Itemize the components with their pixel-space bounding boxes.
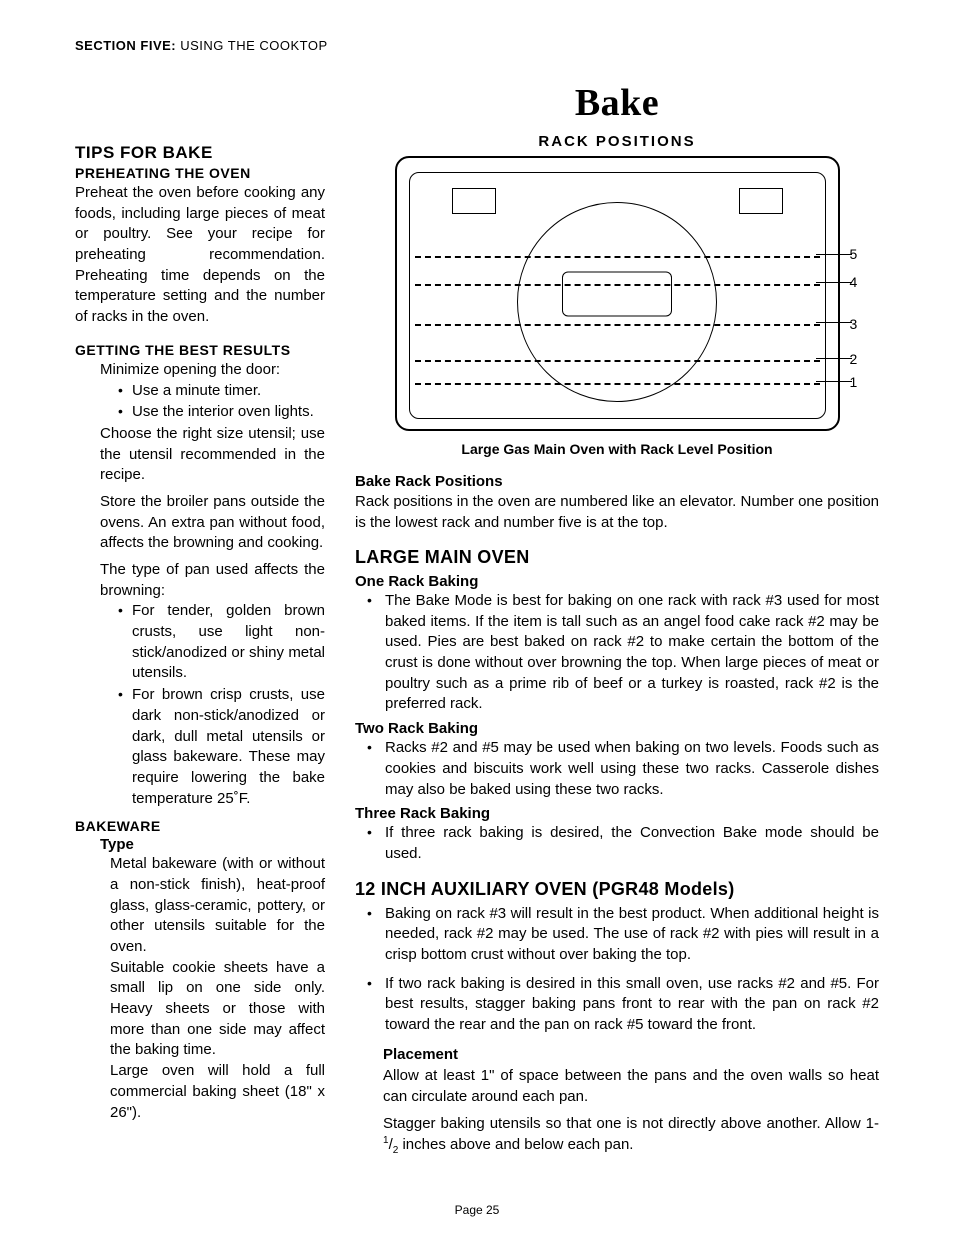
rack-line <box>415 256 820 258</box>
preheat-body: Preheat the oven before cooking any food… <box>75 183 325 328</box>
section-header: SECTION FIVE: USING THE COOKTOP <box>75 38 879 53</box>
panel-right-icon <box>739 188 783 214</box>
rack-line <box>415 383 820 385</box>
left-column: TIPS FOR BAKE PREHEATING THE OVEN Prehea… <box>75 133 325 1158</box>
section-label: SECTION FIVE: <box>75 38 176 53</box>
rack-line <box>415 324 820 326</box>
rack-lead-line <box>816 254 852 255</box>
rack-label: 1 <box>850 374 870 390</box>
best-intro: Minimize opening the door: <box>100 360 325 381</box>
bake-rack-positions-body: Rack positions in the oven are numbered … <box>355 491 879 533</box>
best-p3: Store the broiler pans outside the ovens… <box>100 492 325 554</box>
bakeware-heading: BAKEWARE <box>75 818 325 834</box>
list-item: For tender, golden brown crusts, use lig… <box>118 601 325 684</box>
two-rack-bullets: Racks #2 and #5 may be used when baking … <box>355 738 879 800</box>
aux-oven-heading: 12 INCH AUXILIARY OVEN (PGR48 Models) <box>355 879 879 900</box>
oven-diagram: 54321 <box>395 156 840 431</box>
placement-heading: Placement <box>383 1046 879 1063</box>
large-main-oven-heading: LARGE MAIN OVEN <box>355 547 879 568</box>
best-results-heading: GETTING THE BEST RESULTS <box>75 342 325 358</box>
one-rack-bullets: The Bake Mode is best for baking on one … <box>355 591 879 715</box>
list-item: Use a minute timer. <box>118 381 325 402</box>
best-p4: The type of pan used affects the brownin… <box>100 560 325 601</box>
rack-line <box>415 360 820 362</box>
two-rack-heading: Two Rack Baking <box>355 720 879 737</box>
list-item: For brown crisp crusts, use dark non-sti… <box>118 685 325 809</box>
list-item: Baking on rack #3 will result in the bes… <box>367 904 879 966</box>
best-bullets-2: For tender, golden brown crusts, use lig… <box>100 601 325 809</box>
rack-lead-line <box>816 358 852 359</box>
list-item: If two rack baking is desired in this sm… <box>367 974 879 1036</box>
rack-lead-line <box>816 282 852 283</box>
list-item: The Bake Mode is best for baking on one … <box>367 591 879 715</box>
type-p3: Large oven will hold a full commercial b… <box>110 1061 325 1123</box>
three-rack-bullets: If three rack baking is desired, the Con… <box>355 823 879 864</box>
list-item: Use the interior oven lights. <box>118 402 325 423</box>
section-rest: USING THE COOKTOP <box>176 38 328 53</box>
rack-lead-line <box>816 381 852 382</box>
rack-positions-title: RACK POSITIONS <box>355 133 879 150</box>
rack-label: 2 <box>850 351 870 367</box>
placement-p2a: Stagger baking utensils so that one is n… <box>383 1115 879 1132</box>
preheat-heading: PREHEATING THE OVEN <box>75 165 325 181</box>
rack-lead-line <box>816 322 852 323</box>
best-bullets-1: Use a minute timer. Use the interior ove… <box>100 381 325 423</box>
type-p1: Metal bakeware (with or without a non-st… <box>110 854 325 957</box>
rack-label: 5 <box>850 246 870 262</box>
main-content: TIPS FOR BAKE PREHEATING THE OVEN Prehea… <box>75 133 879 1158</box>
rack-line <box>415 284 820 286</box>
oven-box <box>395 156 840 431</box>
list-item: Racks #2 and #5 may be used when baking … <box>367 738 879 800</box>
type-p2: Suitable cookie sheets have a small lip … <box>110 958 325 1061</box>
placement-p1: Allow at least 1" of space between the p… <box>383 1065 879 1107</box>
tips-heading: TIPS FOR BAKE <box>75 143 325 163</box>
right-column: RACK POSITIONS 54321 Large Gas Main Oven… <box>355 133 879 1158</box>
placement-p2: Stagger baking utensils so that one is n… <box>383 1113 879 1158</box>
list-item: If three rack baking is desired, the Con… <box>367 823 879 864</box>
page-title: Bake <box>355 81 879 125</box>
rack-label: 3 <box>850 316 870 332</box>
bake-rack-positions-heading: Bake Rack Positions <box>355 473 879 490</box>
type-heading: Type <box>100 836 325 853</box>
one-rack-heading: One Rack Baking <box>355 573 879 590</box>
diagram-caption: Large Gas Main Oven with Rack Level Posi… <box>355 441 879 457</box>
rack-label: 4 <box>850 274 870 290</box>
three-rack-heading: Three Rack Baking <box>355 805 879 822</box>
panel-left-icon <box>452 188 496 214</box>
placement-p2b: inches above and below each pan. <box>398 1136 633 1153</box>
aux-bullets: Baking on rack #3 will result in the bes… <box>355 904 879 1036</box>
best-p2: Choose the right size utensil; use the u… <box>100 424 325 486</box>
fan-plate-icon <box>562 271 672 316</box>
page-number: Page 25 <box>0 1203 954 1217</box>
